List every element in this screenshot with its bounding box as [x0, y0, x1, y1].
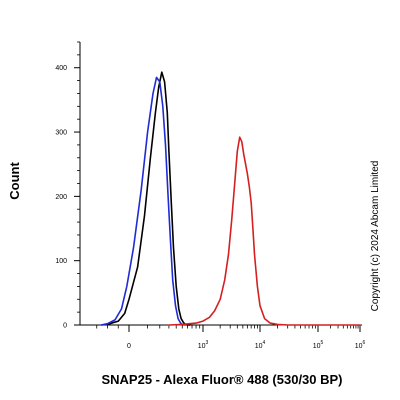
- y-tick-label: 400: [55, 65, 67, 72]
- x-axis-title: SNAP25 - Alexa Fluor® 488 (530/30 BP): [101, 372, 342, 387]
- x-tick-label: 106: [355, 340, 366, 350]
- x-tick-label: 0: [127, 343, 131, 350]
- series-group: [100, 71, 361, 326]
- y-tick-label: 200: [55, 194, 67, 201]
- copyright-annotation: Copyright (c) 2024 Abcam Limited: [370, 161, 381, 312]
- series-line-3: [168, 136, 361, 326]
- y-axis-title: Count: [7, 162, 22, 200]
- axes: [79, 42, 362, 326]
- y-tick-label: 300: [55, 130, 67, 137]
- y-tick-label: 100: [55, 258, 67, 265]
- y-ticks: 0 100 200 300 400: [55, 41, 80, 330]
- y-tick-label: 0: [63, 323, 67, 330]
- series-line-2: [100, 76, 184, 326]
- series-line-1: [101, 71, 191, 326]
- x-tick-label: 103: [198, 340, 209, 350]
- x-ticks: 0 103 104 105 106: [96, 325, 366, 350]
- x-tick-label: 105: [313, 340, 324, 350]
- x-tick-label: 104: [255, 340, 266, 350]
